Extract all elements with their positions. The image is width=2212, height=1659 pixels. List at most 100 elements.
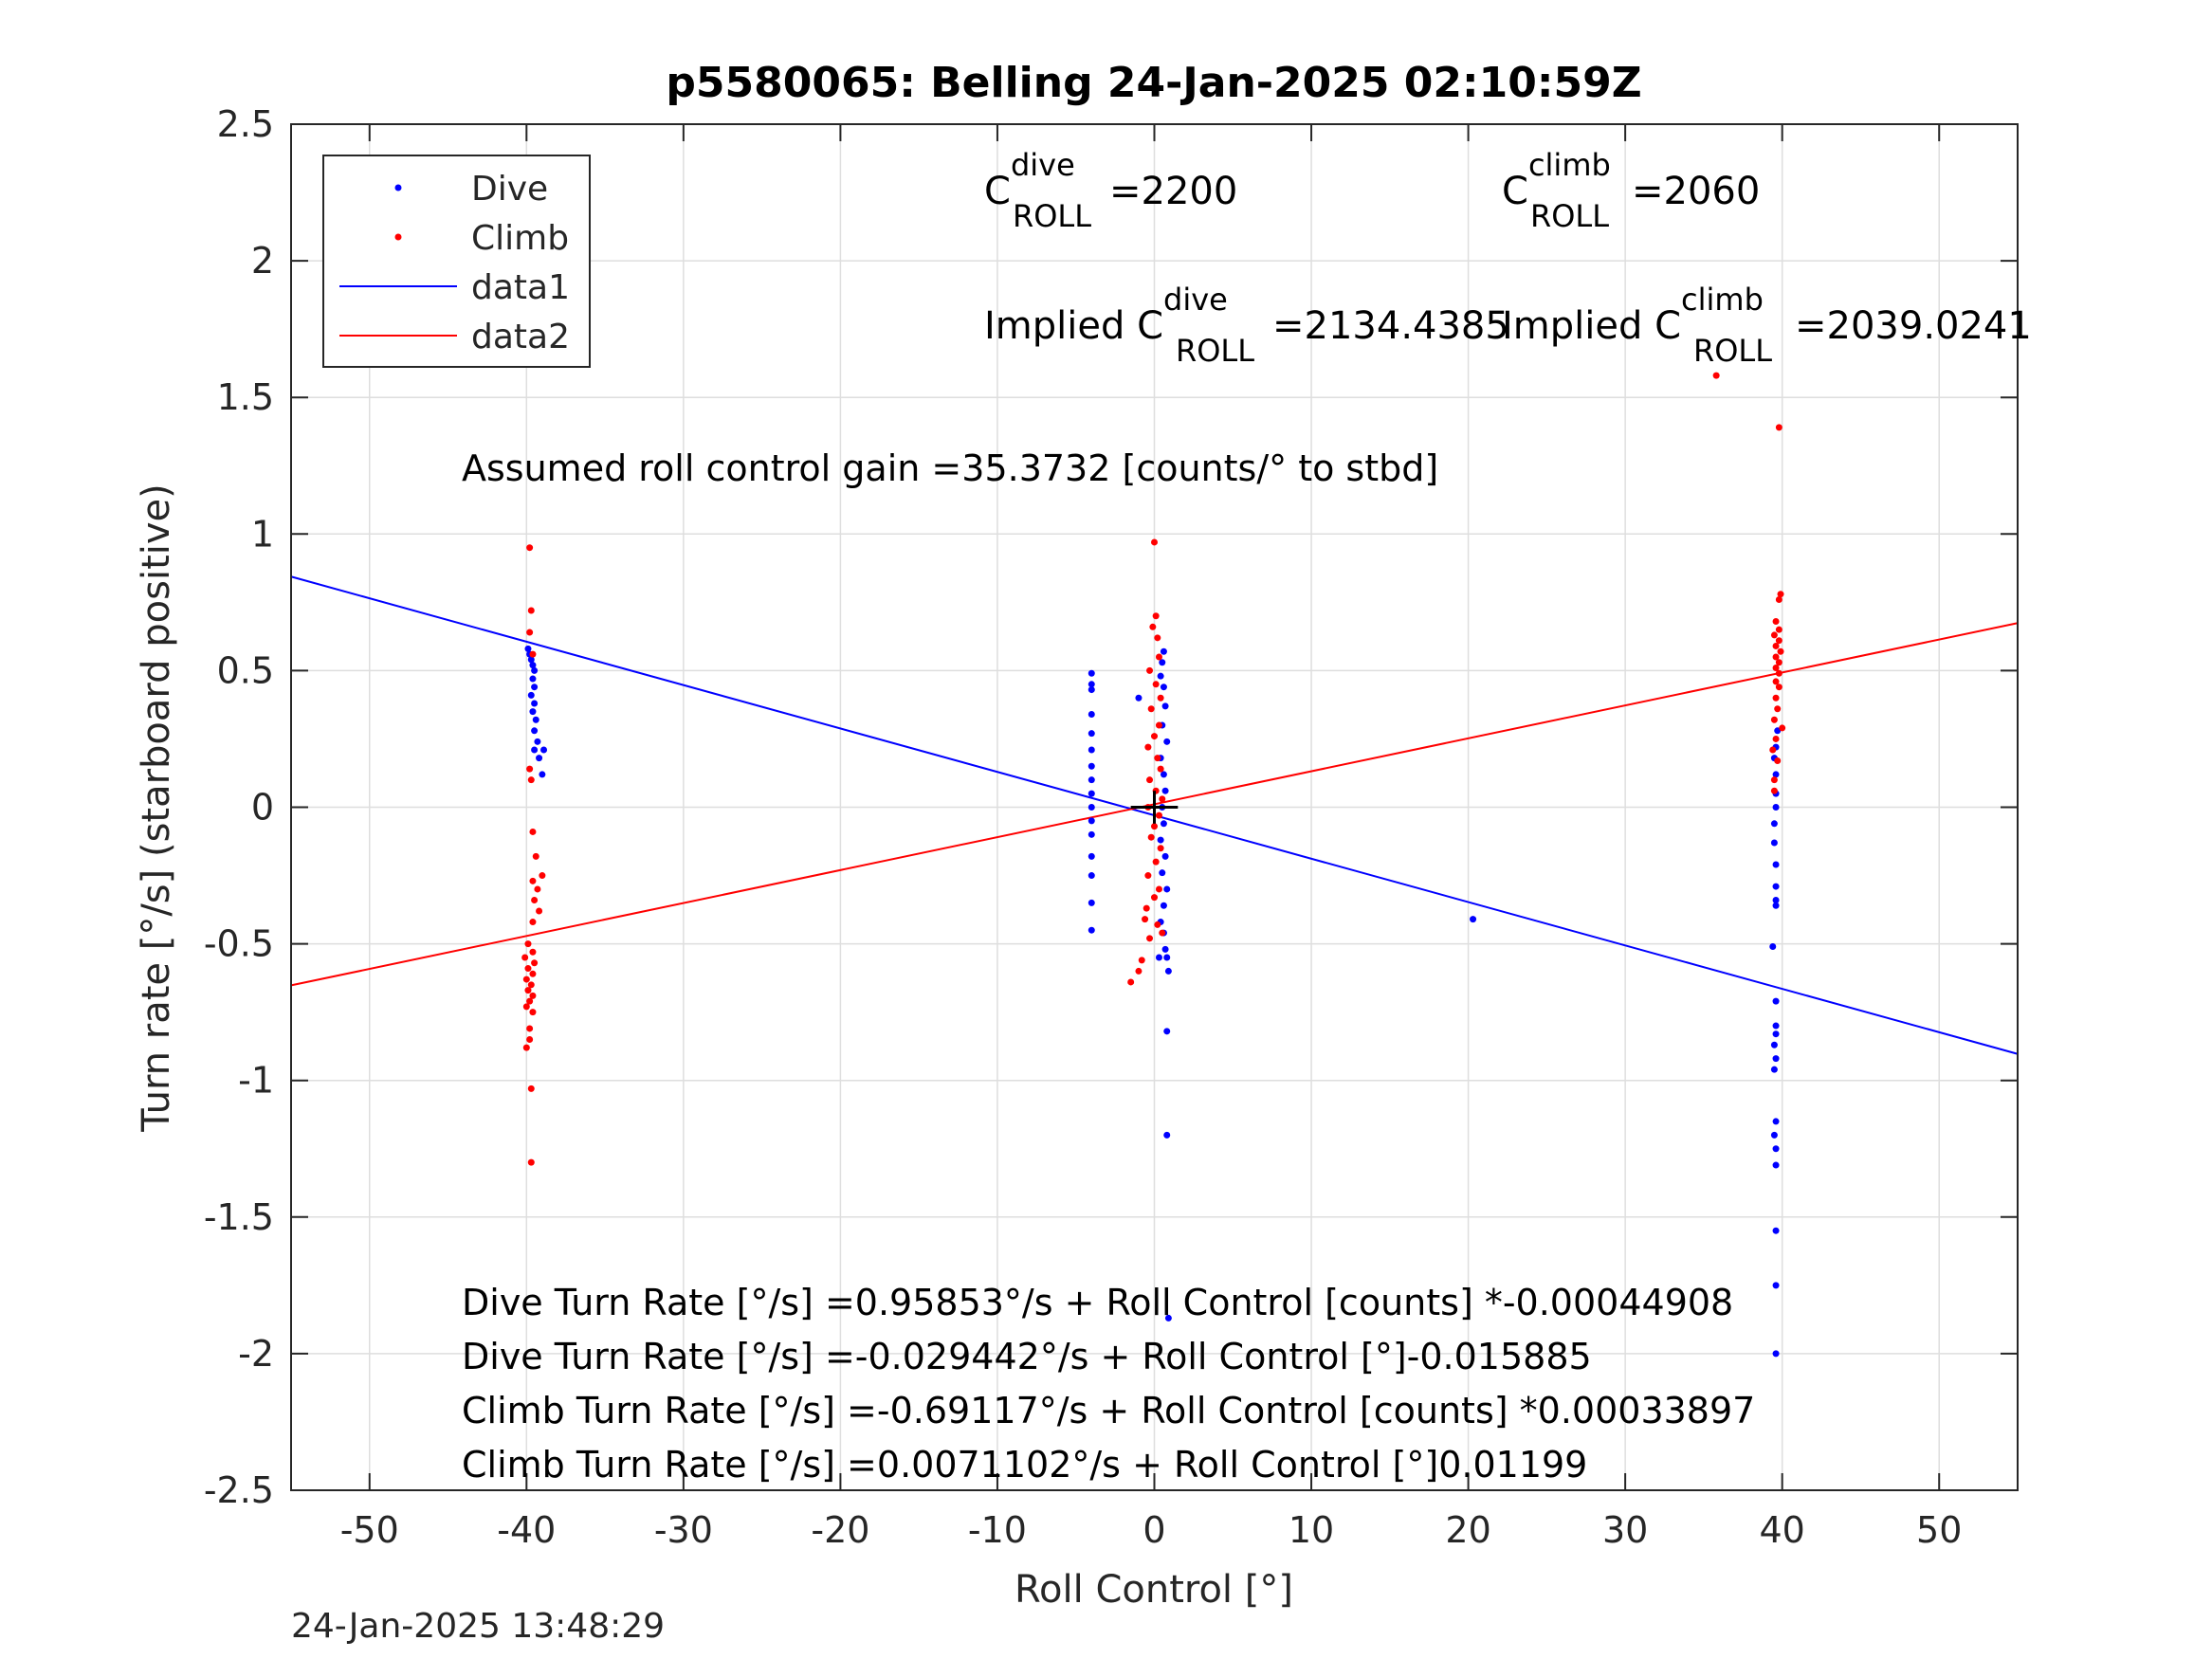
- point-climb: [1142, 916, 1149, 923]
- point-climb: [527, 1158, 535, 1166]
- point-climb: [1772, 642, 1780, 649]
- point-dive: [1088, 681, 1095, 688]
- point-dive: [1155, 954, 1162, 961]
- origin-marker: [1130, 791, 1179, 824]
- x-tick-label: -20: [811, 1509, 869, 1551]
- point-climb: [526, 1035, 534, 1043]
- point-dive: [1088, 776, 1095, 784]
- equation-4: Climb Turn Rate [°/s] =0.0071102°/s + Ro…: [462, 1444, 1587, 1486]
- point-climb: [1774, 705, 1782, 713]
- point-climb: [1774, 757, 1782, 765]
- point-dive: [1772, 1227, 1780, 1234]
- point-climb: [1772, 618, 1780, 626]
- point-climb: [529, 650, 537, 658]
- point-dive: [1163, 1131, 1171, 1139]
- point-climb: [529, 877, 537, 884]
- equation-1: Dive Turn Rate [°/s] =0.95853°/s + Roll …: [462, 1282, 1733, 1323]
- point-climb: [1770, 631, 1778, 639]
- y-tick-label: -1.5: [204, 1196, 274, 1238]
- point-climb: [1772, 665, 1780, 672]
- y-axis: -2.5 -2 -1.5 -1 -0.5 0 0.5 1 1.5 2 2.5: [204, 103, 2018, 1511]
- point-dive: [1769, 942, 1777, 950]
- annotation-gain: Assumed roll control gain =35.3732 [coun…: [462, 447, 1438, 489]
- legend: Dive Climb data1 data2: [322, 155, 591, 368]
- point-climb: [1152, 681, 1160, 688]
- x-tick-label: -50: [340, 1509, 399, 1551]
- point-climb: [1135, 967, 1143, 975]
- point-climb: [532, 852, 539, 860]
- point-dive: [1088, 804, 1095, 811]
- point-climb: [1772, 735, 1780, 742]
- point-dive: [1770, 820, 1778, 828]
- point-dive: [1088, 830, 1095, 838]
- legend-label-data1: data1: [471, 268, 570, 307]
- point-dive: [529, 708, 537, 716]
- x-tick-label: 40: [1760, 1509, 1805, 1551]
- point-climb: [529, 970, 537, 977]
- point-climb: [1147, 833, 1155, 841]
- point-climb: [531, 896, 539, 903]
- point-dive: [1770, 839, 1778, 847]
- x-tick-label: 30: [1602, 1509, 1648, 1551]
- point-dive: [531, 684, 539, 691]
- point-dive: [1135, 694, 1143, 702]
- point-climb: [1143, 904, 1150, 912]
- point-dive: [1772, 1022, 1780, 1030]
- point-climb: [1775, 595, 1782, 603]
- point-climb: [1155, 885, 1162, 893]
- legend-label-data2: data2: [471, 318, 570, 356]
- y-tick-label: 1.5: [217, 376, 274, 418]
- y-tick-label: 0.5: [217, 649, 274, 691]
- annotation-implied-dive: Implied Cdive ROLL=2134.4385: [984, 282, 1509, 369]
- point-climb: [527, 1085, 535, 1092]
- x-tick-label: -10: [968, 1509, 1027, 1551]
- point-climb: [1157, 845, 1164, 852]
- point-climb: [529, 828, 537, 835]
- point-climb: [1772, 678, 1780, 685]
- point-dive: [1772, 861, 1780, 868]
- point-climb: [1155, 653, 1162, 661]
- point-dive: [1772, 1161, 1780, 1169]
- point-dive: [1157, 836, 1164, 844]
- point-climb: [1770, 716, 1778, 723]
- point-climb: [1152, 612, 1160, 620]
- y-tick-label: 1: [251, 513, 274, 555]
- point-climb: [1155, 811, 1162, 819]
- chart-title: p5580065: Belling 24-Jan-2025 02:10:59Z: [666, 59, 1641, 107]
- point-climb: [526, 544, 534, 552]
- x-tick-label: 50: [1916, 1509, 1962, 1551]
- point-dive: [529, 662, 537, 669]
- point-dive: [1088, 872, 1095, 880]
- point-dive: [534, 738, 541, 745]
- point-climb: [527, 776, 535, 784]
- point-dive: [1772, 804, 1780, 811]
- y-axis-label: Turn rate [°/s] (starboard positive): [135, 483, 178, 1133]
- point-climb: [1770, 787, 1778, 794]
- y-tick-label: -1: [238, 1060, 274, 1102]
- point-dive: [1088, 686, 1095, 694]
- point-climb: [527, 607, 535, 614]
- point-dive: [536, 755, 543, 762]
- point-dive: [1772, 1350, 1780, 1358]
- point-dive: [531, 727, 539, 735]
- y-tick-label: -2.5: [204, 1469, 274, 1511]
- y-tick-label: 2.5: [217, 103, 274, 145]
- point-dive: [527, 656, 535, 664]
- point-climb: [524, 940, 532, 948]
- point-climb: [1772, 653, 1780, 661]
- y-tick-label: 2: [251, 240, 274, 282]
- point-dive: [531, 666, 539, 674]
- axes-box: [290, 123, 2019, 1491]
- point-dive: [1164, 1314, 1172, 1322]
- point-dive: [1772, 896, 1780, 903]
- annotation-c-roll-climb: Cclimb ROLL=2060: [1502, 147, 1760, 234]
- point-climb: [521, 954, 529, 961]
- x-tick-label: 0: [1143, 1509, 1165, 1551]
- point-dive: [532, 716, 539, 723]
- point-climb: [524, 965, 532, 973]
- point-dive: [1160, 647, 1167, 655]
- y-tick-label: -0.5: [204, 923, 274, 965]
- point-climb: [1157, 765, 1164, 773]
- point-dive: [1772, 1118, 1780, 1125]
